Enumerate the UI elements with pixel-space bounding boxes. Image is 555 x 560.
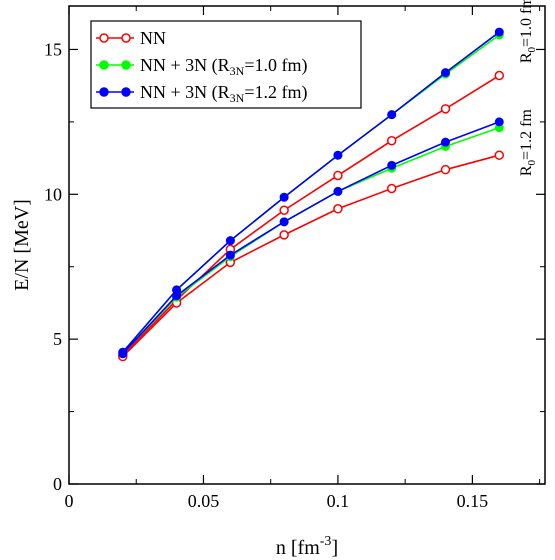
annotation-base: R bbox=[518, 165, 535, 176]
data-point bbox=[386, 183, 397, 194]
annotation-tail: =1.0 fm bbox=[518, 0, 535, 47]
series-line bbox=[122, 31, 500, 353]
y-axis-label: E/N [MeV] bbox=[11, 199, 33, 291]
data-point bbox=[225, 236, 235, 246]
data-point bbox=[440, 68, 450, 78]
y-tick-label: 10 bbox=[44, 184, 62, 204]
data-point bbox=[387, 110, 397, 120]
legend-label: NN + 3N (R3N=1.0 fm) bbox=[140, 55, 307, 78]
data-point bbox=[172, 291, 182, 301]
data-point bbox=[494, 70, 505, 81]
legend-label-subscript: 3N bbox=[230, 64, 245, 78]
y-tick-label: 15 bbox=[44, 39, 62, 59]
legend-swatch-marker bbox=[121, 87, 131, 97]
legend-swatch-marker bbox=[99, 87, 109, 97]
x-axis-label-tail: ] bbox=[331, 537, 338, 559]
x-axis-label-base: n [fm bbox=[276, 537, 320, 559]
group-annotation: R0=1.2 fm bbox=[518, 109, 538, 177]
axis-ticks: 0 0.05 0.1 0.15 0 5 10 15 bbox=[44, 6, 545, 511]
data-point bbox=[279, 192, 289, 202]
annotation-tail: =1.2 fm bbox=[518, 109, 535, 160]
y-tick-label: 0 bbox=[53, 474, 62, 494]
data-point bbox=[225, 250, 235, 260]
legend-label-base: NN + 3N (R bbox=[140, 82, 230, 103]
data-point bbox=[279, 217, 289, 227]
data-point bbox=[386, 135, 397, 146]
series-line bbox=[122, 126, 500, 355]
x-axis-label-exponent: -3 bbox=[320, 534, 332, 549]
plot-frame bbox=[68, 5, 546, 485]
data-point bbox=[118, 349, 128, 359]
data-point bbox=[440, 137, 450, 147]
series-line bbox=[122, 154, 500, 358]
data-point bbox=[440, 104, 451, 114]
legend-swatch-marker bbox=[99, 33, 109, 43]
data-point bbox=[333, 150, 343, 160]
x-axis-label: n [fm-3] bbox=[276, 534, 338, 559]
x-tick-label: 0.05 bbox=[188, 491, 220, 511]
x-tick-label: 0.1 bbox=[327, 491, 350, 511]
data-point bbox=[494, 27, 504, 37]
legend-box bbox=[90, 20, 362, 109]
x-tick-label: 0.15 bbox=[457, 491, 489, 511]
series-line bbox=[122, 121, 500, 355]
group-annotation: R0=1.0 fm bbox=[518, 0, 538, 63]
legend-label-base: NN bbox=[140, 28, 166, 48]
annotation-base: R bbox=[518, 52, 535, 63]
y-tick-label: 5 bbox=[53, 329, 62, 349]
legend-label-tail: =1.2 fm) bbox=[244, 82, 307, 103]
data-point bbox=[387, 160, 397, 170]
data-point bbox=[333, 204, 343, 214]
legend-label: NN bbox=[140, 28, 166, 48]
series-layer bbox=[118, 27, 505, 362]
x-tick-label: 0 bbox=[65, 491, 74, 511]
legend-label: NN + 3N (R3N=1.2 fm) bbox=[140, 82, 307, 105]
data-point bbox=[494, 150, 505, 160]
data-point bbox=[494, 117, 504, 127]
annotation-subscript: 0 bbox=[526, 46, 538, 52]
data-point bbox=[279, 230, 289, 240]
series-line bbox=[122, 74, 500, 356]
annotation-subscript: 0 bbox=[526, 159, 538, 165]
legend-swatch-marker bbox=[121, 33, 131, 43]
legend-label-subscript: 3N bbox=[230, 91, 245, 105]
data-point bbox=[279, 205, 289, 215]
legend-label-base: NN + 3N (R bbox=[140, 55, 230, 76]
data-point bbox=[440, 164, 451, 175]
data-point bbox=[333, 170, 343, 181]
legend-swatch-marker bbox=[121, 60, 131, 70]
legend-label-tail: =1.0 fm) bbox=[244, 55, 307, 76]
legend-swatch-marker bbox=[99, 60, 109, 70]
data-point bbox=[333, 186, 343, 196]
